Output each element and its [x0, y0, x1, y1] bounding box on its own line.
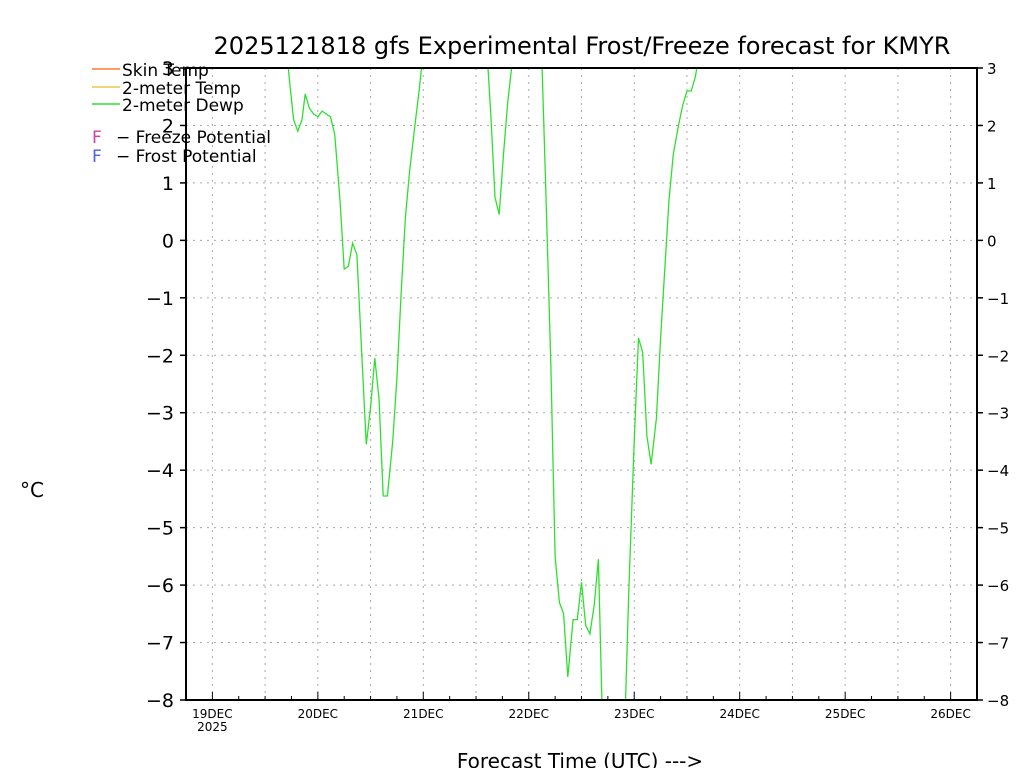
- x-tick-label-20dec: 20DEC: [298, 707, 338, 721]
- y-axis-label: °C: [20, 478, 44, 502]
- y-tick-label: −7: [146, 633, 174, 655]
- y-tick-label-right: −3: [987, 405, 1009, 423]
- grid-lines: [186, 68, 977, 700]
- y-tick-label: −5: [146, 518, 174, 540]
- y-tick-label: 2: [162, 115, 174, 137]
- frost-potential-label: − Frost Potential: [116, 147, 257, 167]
- y-tick-label: −6: [146, 575, 174, 597]
- y-tick-label-right: −1: [987, 290, 1009, 308]
- y-tick-label: 3: [162, 58, 174, 80]
- x-tick-label-26dec: 26DEC: [930, 707, 970, 721]
- y-tick-label-right: 0: [987, 232, 997, 250]
- legend: Skin Temp 2-meter Temp 2-meter Dewp F − …: [92, 61, 271, 167]
- y-tick-label-right: −6: [987, 577, 1009, 595]
- legend-label-2m-dewp: 2-meter Dewp: [122, 96, 244, 116]
- y-axis: 3 3 2 2 1 1 0 0 −1 −1 −2 −2 −3 −3 −4 −4 −5 −5 −6 −6 −7 −7 −8 −8: [146, 58, 1009, 712]
- y-tick-label: 0: [162, 230, 174, 252]
- y-tick-label: −1: [146, 288, 174, 310]
- y-tick-label-right: −2: [987, 347, 1009, 365]
- y-tick-label-right: −4: [987, 462, 1009, 480]
- y-tick-label: −3: [146, 403, 174, 425]
- y-tick-label: −2: [146, 345, 174, 367]
- x-tick-label-23dec: 23DEC: [614, 707, 654, 721]
- y-tick-label-right: 2: [987, 117, 997, 135]
- y-tick-label-right: −5: [987, 520, 1009, 538]
- y-tick-label-right: 3: [987, 60, 997, 78]
- y-tick-label: −8: [146, 690, 174, 712]
- x-tick-label-24dec: 24DEC: [719, 707, 759, 721]
- x-tick-label-25dec: 25DEC: [825, 707, 865, 721]
- x-tick-label-22dec: 22DEC: [509, 707, 549, 721]
- y-tick-label-right: −7: [987, 635, 1009, 653]
- legend-label-skin-temp: Skin Temp: [122, 61, 209, 81]
- x-tick-label-19dec: 19DEC: [192, 707, 232, 721]
- y-tick-label: −4: [146, 460, 174, 482]
- x-tick-sublabel: 2025: [197, 720, 228, 734]
- y-tick-label-right: 1: [987, 175, 997, 193]
- legend-label-2m-temp: 2-meter Temp: [122, 79, 241, 99]
- freeze-potential-label: − Freeze Potential: [116, 128, 271, 148]
- chart-title: 2025121818 gfs Experimental Frost/Freeze…: [214, 32, 951, 60]
- series-line-2m-dewp: [287, 68, 698, 700]
- y-tick-label-right: −8: [987, 692, 1009, 710]
- x-tick-label-21dec: 21DEC: [403, 707, 443, 721]
- y-tick-label: 1: [162, 173, 174, 195]
- plot-area: [287, 68, 698, 700]
- x-axis-label: Forecast Time (UTC) --->: [457, 749, 703, 768]
- frost-potential-symbol: F: [92, 147, 102, 167]
- freeze-potential-symbol: F: [92, 128, 102, 148]
